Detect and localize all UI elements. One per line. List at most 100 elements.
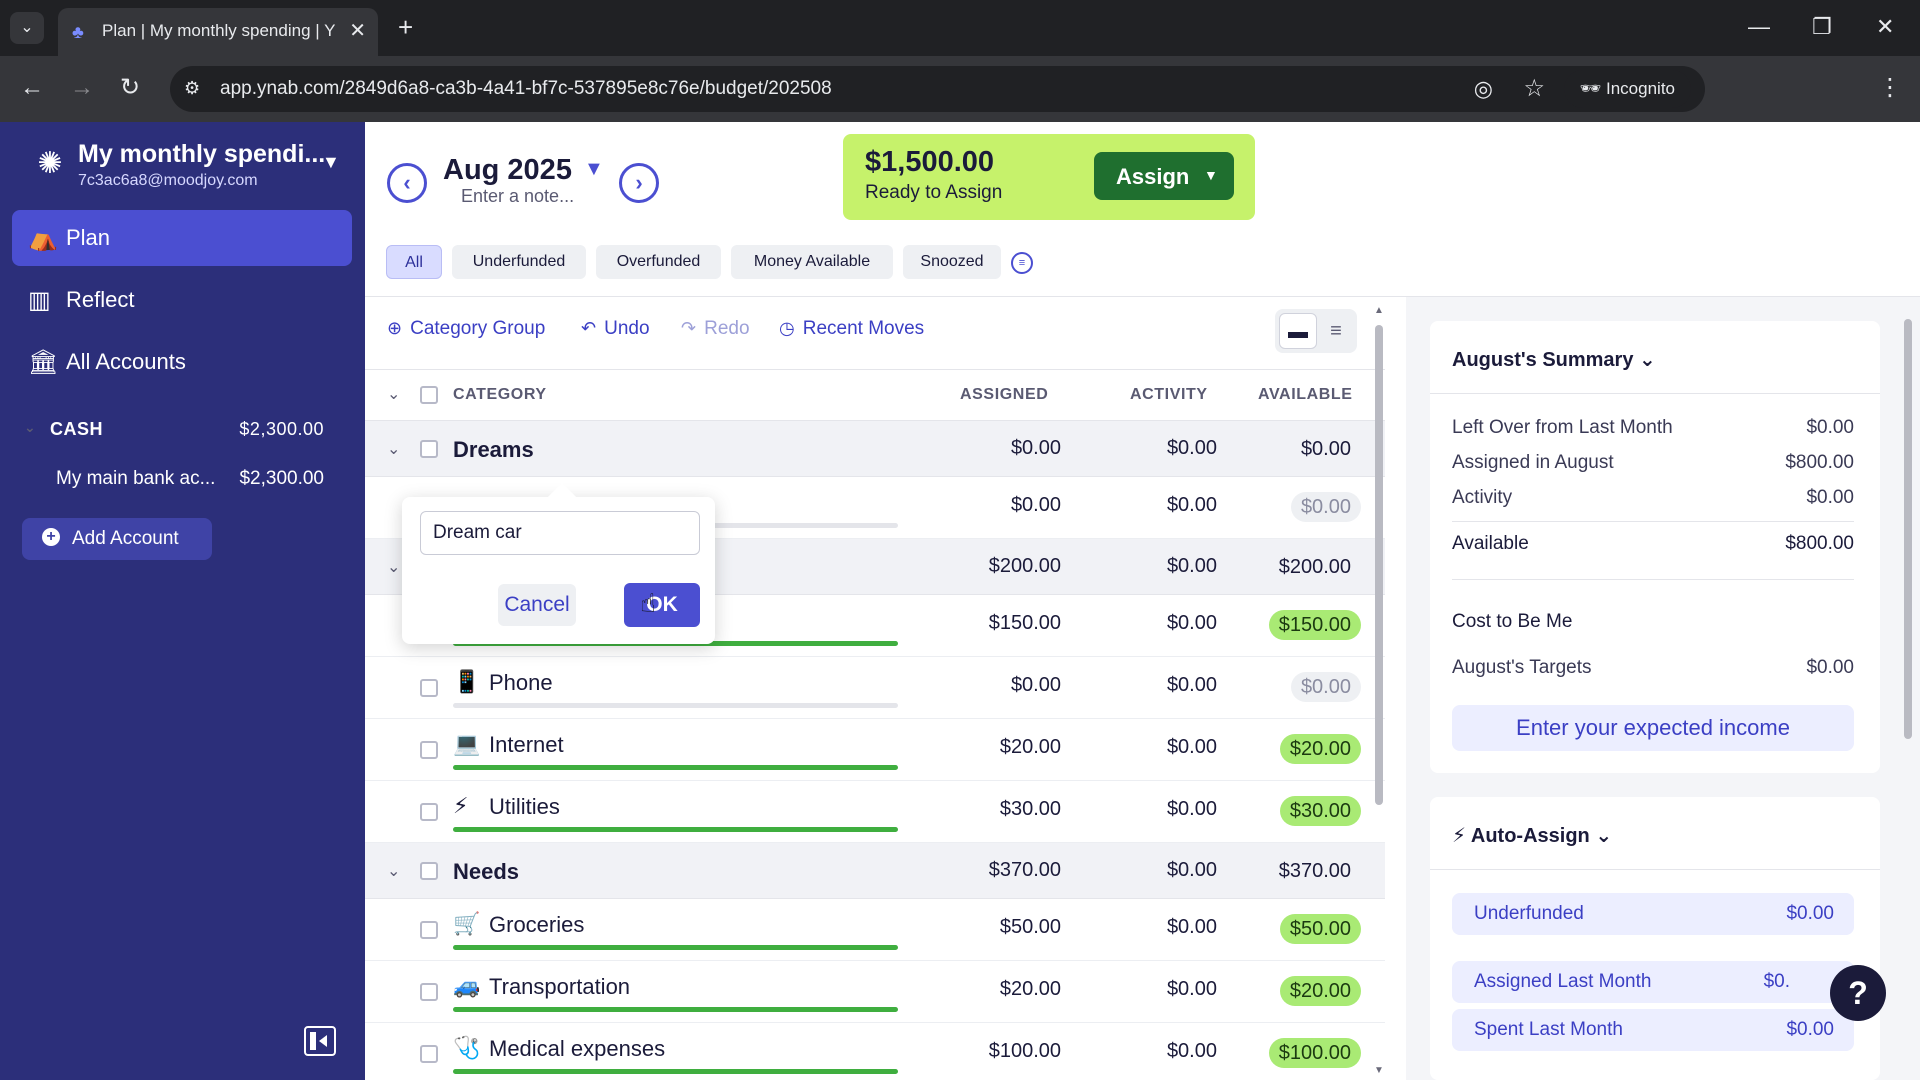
assigned-value[interactable]: $150.00 [988, 612, 1061, 634]
assigned-value[interactable]: $0.00 [1010, 674, 1061, 696]
new-tab-plus-icon[interactable]: + [398, 12, 414, 42]
browser-tab[interactable]: ♣ Plan | My monthly spending | Y ✕ [58, 8, 378, 56]
row-checkbox[interactable] [420, 1045, 438, 1063]
row-checkbox[interactable] [420, 983, 438, 1001]
row-checkbox[interactable] [420, 921, 438, 939]
add-account-button[interactable]: + Add Account [22, 518, 212, 560]
close-window-icon[interactable]: ✕ [1876, 14, 1895, 39]
category-row[interactable]: 🚙 Transportation $20.00 $0.00 $20.00 [365, 961, 1385, 1023]
account-item[interactable]: My main bank ac... $2,300.00 [56, 466, 324, 496]
filter-underfunded[interactable]: Underfunded [452, 245, 586, 279]
collapse-all-chevron-icon[interactable]: ⌄ [387, 386, 401, 403]
cancel-button[interactable]: Cancel [498, 584, 576, 626]
filter-snoozed[interactable]: Snoozed [903, 245, 1001, 279]
scroll-up-arrow-icon[interactable]: ▲ [1374, 305, 1384, 316]
activity-value[interactable]: $0.00 [1166, 798, 1217, 820]
scroll-down-arrow-icon[interactable]: ▼ [1374, 1065, 1384, 1076]
site-settings-icon[interactable]: ⚙ [184, 78, 201, 98]
sidebar-item-all-accounts[interactable]: 🏛 All Accounts [12, 334, 352, 390]
chevron-down-icon[interactable]: ⌄ [387, 559, 401, 576]
category-name[interactable]: Transportation [489, 974, 631, 999]
sidebar-item-plan[interactable]: ⛺ Plan [12, 210, 352, 266]
assigned-value[interactable]: $50.00 [999, 916, 1061, 938]
auto-assign-assigned-last-month-button[interactable]: Assigned Last Month $0. [1452, 961, 1854, 1003]
assigned-value[interactable]: $20.00 [999, 978, 1061, 1000]
category-name-input[interactable] [420, 511, 700, 555]
category-row[interactable]: ⚡ Utilities $30.00 $0.00 $30.00 [365, 781, 1385, 843]
category-group-row[interactable]: ⌄ Dreams $0.00 $0.00 $0.00 [365, 421, 1385, 477]
filter-all[interactable]: All [386, 245, 442, 279]
available-pill[interactable]: $0.00 [1290, 672, 1361, 702]
summary-title[interactable]: August's Summary ⌄ [1452, 347, 1656, 372]
compact-view-icon[interactable]: ≡ [1330, 320, 1342, 342]
filter-money-available[interactable]: Money Available [731, 245, 893, 279]
next-month-icon[interactable]: › [619, 163, 659, 203]
activity-value[interactable]: $0.00 [1166, 978, 1217, 1000]
bookmark-star-icon[interactable]: ☆ [1523, 75, 1545, 102]
category-group-name[interactable]: Dreams [453, 437, 534, 462]
activity-value[interactable]: $0.00 [1166, 736, 1217, 758]
row-checkbox[interactable] [420, 862, 438, 880]
previous-month-icon[interactable]: ‹ [387, 163, 427, 203]
category-name[interactable]: Internet [489, 732, 564, 757]
category-group-name[interactable]: Needs [453, 859, 520, 884]
table-scrollbar[interactable]: ▲ ▼ [1374, 305, 1384, 1076]
filter-settings-icon[interactable]: ≡ [1011, 252, 1033, 274]
category-row[interactable]: 💻 Internet $20.00 $0.00 $20.00 [365, 719, 1385, 781]
scrollbar-thumb[interactable] [1904, 319, 1912, 739]
select-all-checkbox[interactable] [420, 386, 438, 404]
auto-assign-spent-last-month-button[interactable]: Spent Last Month $0.00 [1452, 1009, 1854, 1051]
category-row[interactable]: 📱 Phone $0.00 $0.00 $0.00 [365, 657, 1385, 719]
activity-value[interactable]: $0.00 [1166, 674, 1217, 696]
undo-button[interactable]: ↶ Undo [581, 318, 650, 340]
activity-value[interactable]: $0.00 [1166, 612, 1217, 634]
available-pill[interactable]: $150.00 [1268, 610, 1361, 640]
available-pill[interactable]: $30.00 [1279, 796, 1361, 826]
row-checkbox[interactable] [420, 440, 438, 458]
redo-button[interactable]: ↷ Redo [681, 318, 750, 340]
caret-down-icon[interactable]: ▼ [322, 152, 340, 172]
row-checkbox[interactable] [420, 741, 438, 759]
ok-button[interactable]: OK [624, 583, 700, 627]
enter-expected-income-button[interactable]: Enter your expected income [1452, 705, 1854, 751]
tab-list-chevron-icon[interactable]: ⌄ [10, 12, 44, 44]
activity-value[interactable]: $0.00 [1166, 1040, 1217, 1062]
available-pill[interactable]: $50.00 [1279, 914, 1361, 944]
restore-window-icon[interactable]: ❐ [1812, 14, 1832, 39]
assigned-value[interactable]: $20.00 [999, 736, 1061, 758]
activity-value[interactable]: $0.00 [1166, 916, 1217, 938]
panel-scrollbar[interactable] [1904, 309, 1912, 1069]
add-category-group-button[interactable]: ⊕ Category Group [387, 318, 545, 340]
available-pill[interactable]: $0.00 [1290, 492, 1361, 522]
browser-menu-icon[interactable]: ⋮ [1878, 74, 1902, 101]
tracking-protection-eye-icon[interactable]: ◎ [1473, 76, 1493, 101]
row-checkbox[interactable] [420, 803, 438, 821]
recent-moves-button[interactable]: ◷ Recent Moves [779, 318, 924, 340]
available-pill[interactable]: $20.00 [1279, 734, 1361, 764]
assigned-value[interactable]: $100.00 [988, 1040, 1061, 1062]
auto-assign-underfunded-button[interactable]: Underfunded $0.00 [1452, 893, 1854, 935]
auto-assign-title[interactable]: ⚡ Auto-Assign ⌄ [1452, 823, 1612, 848]
reload-icon[interactable]: ↻ [120, 74, 141, 101]
url-text[interactable]: app.ynab.com/2849d6a8-ca3b-4a41-bf7c-537… [220, 78, 832, 99]
month-note[interactable]: Enter a note... [461, 186, 575, 206]
forward-arrow-icon[interactable]: → [70, 74, 94, 101]
activity-value[interactable]: $0.00 [1166, 494, 1217, 516]
available-pill[interactable]: $100.00 [1268, 1038, 1361, 1068]
chevron-down-icon[interactable]: ⌄ [387, 863, 401, 880]
filter-overfunded[interactable]: Overfunded [596, 245, 721, 279]
assign-button[interactable]: Assign ▼ [1094, 152, 1234, 200]
close-tab-icon[interactable]: ✕ [349, 20, 366, 42]
minimize-window-icon[interactable]: — [1748, 14, 1770, 39]
category-row[interactable]: 🩺 Medical expenses $100.00 $0.00 $100.00 [365, 1023, 1385, 1080]
month-label[interactable]: Aug 2025 [443, 154, 572, 186]
category-name[interactable]: Medical expenses [489, 1036, 666, 1061]
sidebar-item-reflect[interactable]: ▥ Reflect [12, 272, 352, 328]
address-bar[interactable]: ⚙ app.ynab.com/2849d6a8-ca3b-4a41-bf7c-5… [170, 66, 1705, 112]
collapse-sidebar-icon[interactable] [304, 1026, 336, 1056]
chevron-down-icon[interactable]: ⌄ [387, 441, 401, 458]
category-name[interactable]: Phone [489, 670, 553, 695]
account-group-cash[interactable]: ⌄ CASH $2,300.00 [24, 417, 324, 447]
available-pill[interactable]: $20.00 [1279, 976, 1361, 1006]
assigned-value[interactable]: $30.00 [999, 798, 1061, 820]
